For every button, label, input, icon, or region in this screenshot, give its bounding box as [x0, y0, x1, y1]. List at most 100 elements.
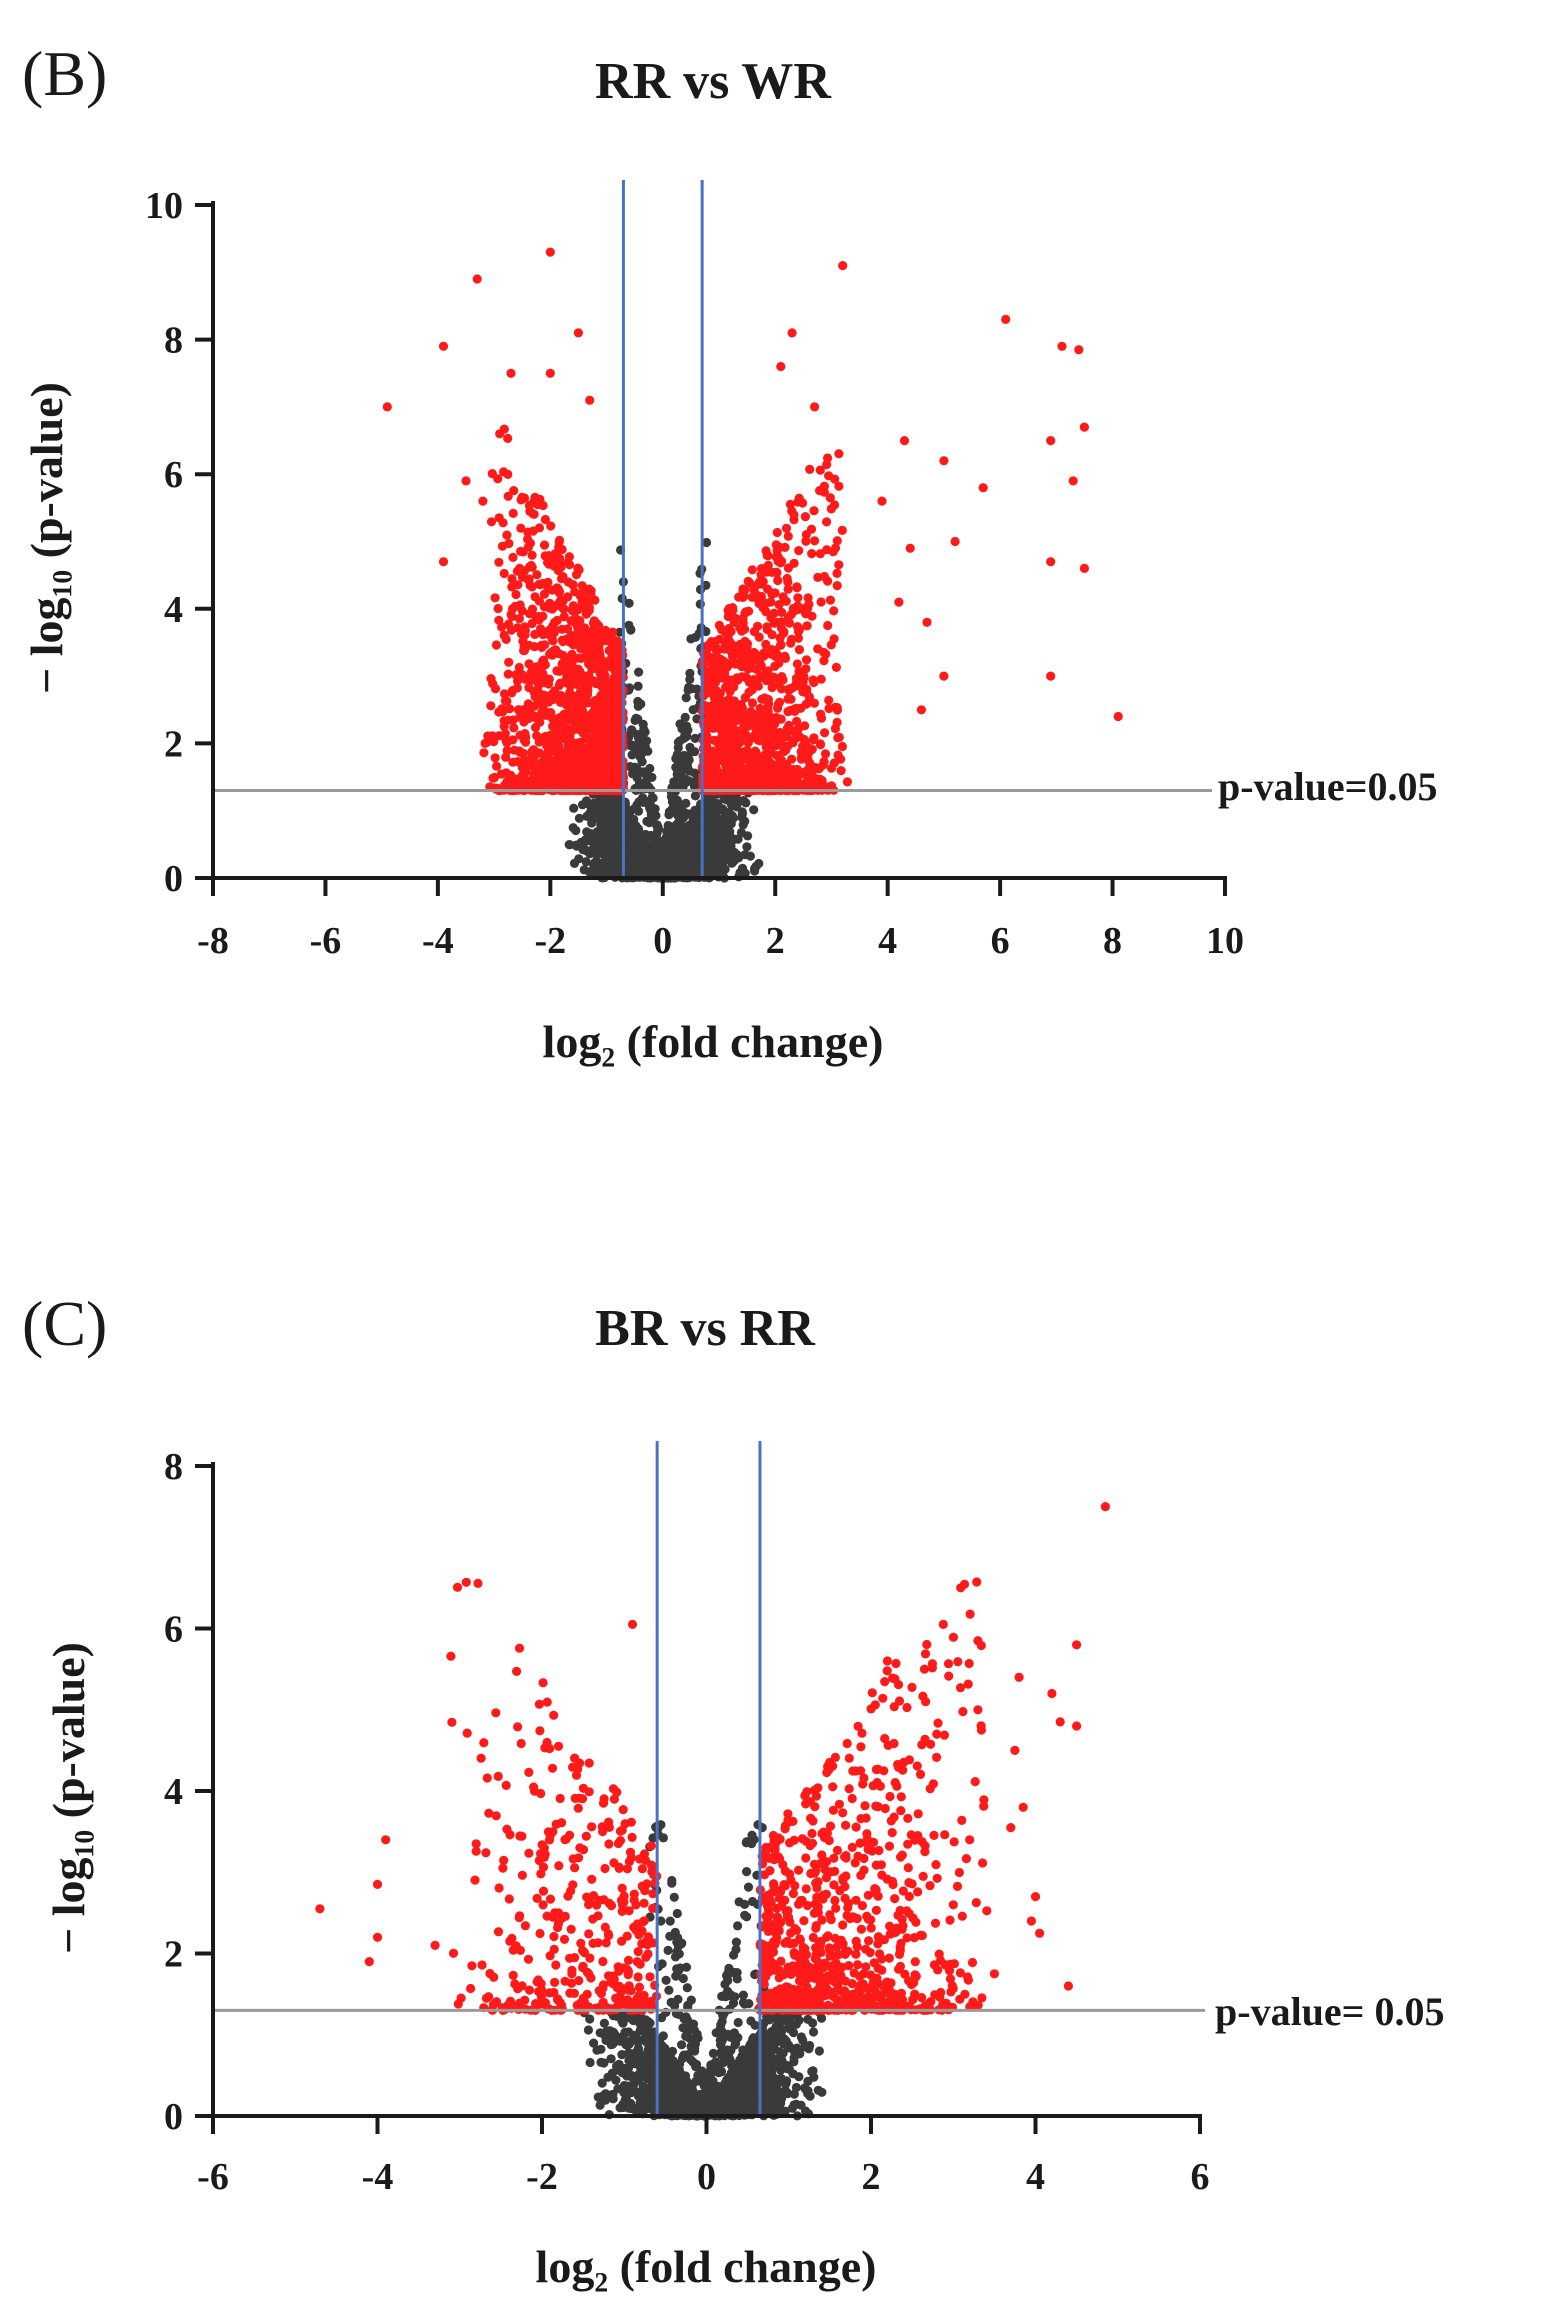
data-point [725, 827, 735, 837]
data-point [784, 618, 795, 628]
data-point [632, 767, 643, 778]
data-point [557, 664, 568, 674]
data-point [672, 751, 682, 761]
data-point [837, 525, 847, 536]
data-point [720, 845, 730, 855]
data-point [486, 674, 496, 684]
data-point [528, 526, 538, 536]
data-point [801, 530, 811, 540]
data-point [517, 492, 527, 502]
data-point [727, 858, 737, 868]
data-point [615, 627, 625, 637]
data-point [756, 671, 766, 681]
data-point [573, 563, 583, 573]
data-point [789, 510, 799, 520]
data-point [742, 842, 752, 852]
data-point [780, 653, 791, 664]
data-point [579, 766, 589, 776]
data-point [564, 552, 575, 562]
data-point [577, 698, 588, 708]
data-point [626, 860, 636, 870]
data-point [500, 696, 510, 706]
data-point [647, 792, 657, 802]
data-point [544, 559, 554, 569]
data-point [569, 664, 579, 674]
data-point [532, 731, 542, 741]
data-point [599, 694, 609, 704]
data-point [486, 701, 496, 711]
data-point [829, 634, 839, 644]
data-point [566, 616, 576, 626]
data-point [737, 863, 748, 873]
data-point [499, 716, 509, 726]
data-point [624, 598, 634, 608]
data-point [562, 634, 572, 644]
data-point [490, 684, 501, 694]
data-point [829, 606, 839, 616]
data-point [511, 589, 521, 600]
data-point [778, 628, 789, 638]
data-point [800, 511, 811, 522]
data-point [652, 828, 662, 838]
data-point [584, 605, 594, 616]
data-point [766, 674, 777, 685]
data-point [781, 596, 791, 606]
data-point [837, 741, 848, 752]
data-point [816, 597, 826, 607]
data-point [568, 603, 578, 614]
data-point [555, 587, 565, 597]
data-point [592, 631, 603, 641]
data-point [639, 725, 649, 735]
data-point [751, 861, 761, 871]
data-point [569, 803, 579, 813]
data-point [503, 736, 513, 746]
data-point [588, 618, 599, 628]
data-point [582, 626, 592, 637]
data-point [546, 743, 556, 753]
data-point [499, 630, 509, 641]
data-point [490, 593, 500, 603]
data-point [518, 547, 528, 557]
data-point [805, 464, 815, 474]
data-point [597, 846, 607, 856]
data-point [741, 798, 751, 808]
data-point [508, 508, 518, 518]
data-point [544, 551, 554, 561]
data-point [491, 640, 501, 650]
data-point [828, 547, 838, 557]
data-point [810, 536, 820, 546]
data-point [713, 799, 723, 809]
data-point [634, 667, 644, 677]
data-point [603, 731, 614, 741]
data-point [507, 688, 517, 698]
data-point [714, 831, 724, 841]
data-point [720, 757, 730, 767]
data-point [712, 748, 722, 759]
data-point [543, 752, 553, 762]
data-point [593, 714, 603, 725]
data-point [595, 676, 605, 686]
data-point [546, 647, 557, 658]
data-point [517, 709, 527, 719]
data-point [585, 808, 595, 819]
data-point [514, 614, 525, 624]
data-point [624, 620, 634, 630]
data-point [790, 706, 800, 716]
data-point [634, 848, 644, 859]
data-point [581, 651, 591, 661]
data-point [612, 652, 622, 663]
data-point [525, 609, 535, 619]
data-point [598, 858, 608, 868]
data-point [554, 757, 565, 767]
data-point [671, 848, 681, 859]
data-point [500, 780, 510, 790]
data-point [512, 623, 523, 633]
data-point [753, 621, 763, 631]
data-point [794, 546, 804, 556]
data-point [503, 433, 513, 443]
data-point [783, 694, 793, 704]
data-point [494, 731, 504, 741]
data-point [492, 761, 502, 771]
data-point [568, 823, 578, 833]
